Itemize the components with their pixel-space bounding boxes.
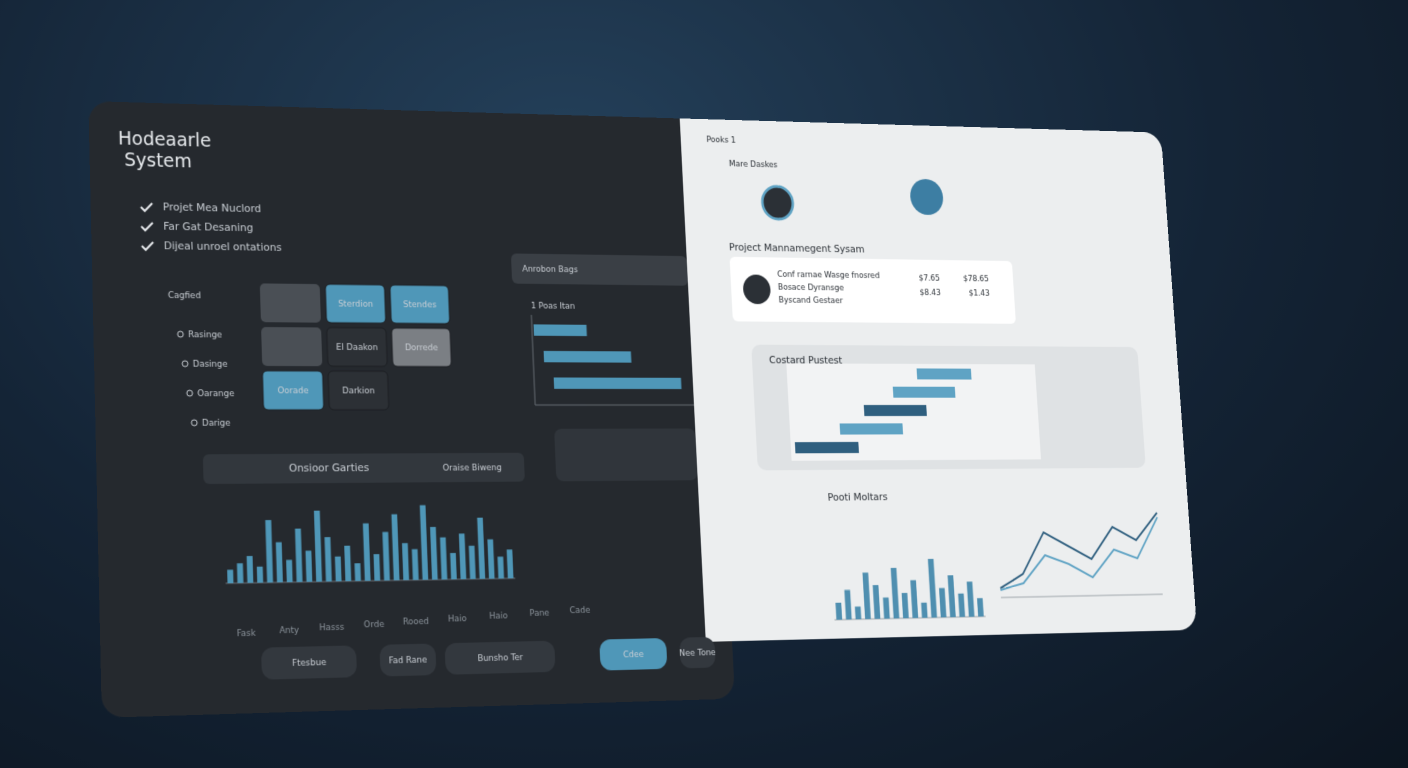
bar [854,606,862,620]
avatar-tile [259,283,321,323]
tab[interactable]: Pane [529,608,549,618]
project-value: $78.65 [963,274,989,284]
bar [286,559,293,583]
tile-label[interactable]: Stendes [403,300,437,310]
option-item: Darige [202,418,231,428]
bar [543,350,632,363]
gantt-bar [794,441,859,454]
project-value: $1.43 [969,289,990,298]
info-card [554,428,698,482]
checklist-item: Dijeal unroel ontations [164,239,282,254]
bar [334,556,342,582]
project-title: Project Mannamegent Sysam [729,241,865,255]
bar [373,554,381,581]
brand-title: Hodeaarle [118,128,212,151]
button-label[interactable]: Nee Tone [679,648,716,659]
button-label[interactable]: Cdee [623,650,644,660]
project-value: $8.43 [919,288,941,297]
tile[interactable] [391,328,451,367]
tab[interactable]: Orde [364,619,385,630]
options-label: Cagfied [168,291,201,301]
bar [411,549,419,581]
tile[interactable] [262,371,323,410]
tile[interactable] [327,328,388,367]
bar [921,602,928,618]
bar [344,545,352,582]
tile-label[interactable]: Darkion [342,386,375,396]
bar [506,549,514,579]
bar [324,537,332,582]
search-box[interactable] [510,253,689,286]
avatar-tile [261,327,323,367]
button-label[interactable]: Ftesbue [292,657,326,668]
tile-label[interactable]: Oorade [277,386,308,396]
bar [265,520,274,583]
button-label[interactable]: Bunsho Ter [477,653,523,664]
bar [313,510,323,582]
tile-label[interactable]: El Daakon [336,342,378,352]
project-line: Conf rarnae Wasge fnosred [777,270,880,281]
search-text[interactable]: Anrobon Bags [522,264,578,274]
chart-title: Costard Pustest [769,354,843,367]
tab[interactable]: Haio [489,611,508,621]
option-item: Dasinge [193,359,228,369]
icon-circle [762,186,794,219]
button[interactable] [444,640,556,675]
bar [305,550,313,582]
bar [977,598,984,617]
bar [246,555,254,583]
subheader: Mare Daskes [729,159,778,169]
column-card-header [202,452,525,485]
checklist-item: Far Gat Desaning [163,220,253,234]
tab[interactable]: Fask [237,628,257,639]
gantt-bar [892,386,956,398]
button[interactable] [379,643,437,677]
project-card [729,256,1016,324]
tab[interactable]: Anty [279,625,299,636]
tile[interactable] [325,284,386,323]
tab[interactable]: Cade [569,605,590,615]
chart-title: Pooti Moltars [827,491,888,504]
tile-label[interactable]: Sterdion [338,299,373,309]
header: Pooks 1 [706,135,736,145]
gantt-bar [839,423,904,435]
dashboard-board: Hodeaarle System Projet Mea Nuclord Far Gat… [88,101,1201,718]
tab[interactable]: Haio [448,614,467,624]
gantt-bar [863,405,927,417]
tile-label[interactable]: Dorrede [405,343,438,353]
tile[interactable] [328,371,389,410]
chart-title: 1 Poas Itan [531,301,575,311]
chart-title: Onsioor Garties [289,461,370,474]
bar [553,377,682,390]
gantt-bar [916,368,972,380]
bar [294,528,303,583]
project-value: $7.65 [918,274,940,283]
brand-subtitle: System [124,150,192,172]
bar [236,563,244,584]
bar [450,552,457,580]
bar [227,569,234,584]
option-item: Rasinge [188,330,222,340]
bar [533,324,587,337]
option-item: Oarange [197,389,234,399]
project-line: Byscand Gestaer [778,295,843,305]
legend-label: Oraise Biweng [443,463,502,473]
bar [835,602,843,620]
button-label[interactable]: Fad Rane [389,655,428,666]
checklist-item: Projet Mea Nuclord [163,200,262,215]
bar [497,556,505,579]
tab[interactable]: Rooed [403,616,429,627]
tile[interactable] [390,285,450,324]
tab[interactable]: Hasss [319,622,345,633]
bar [275,542,283,583]
bar [354,563,361,582]
gantt-plot [786,363,1042,461]
button[interactable] [261,645,358,680]
button[interactable] [599,637,668,671]
project-line: Bosace Dyransge [778,283,844,293]
bar [256,566,264,583]
